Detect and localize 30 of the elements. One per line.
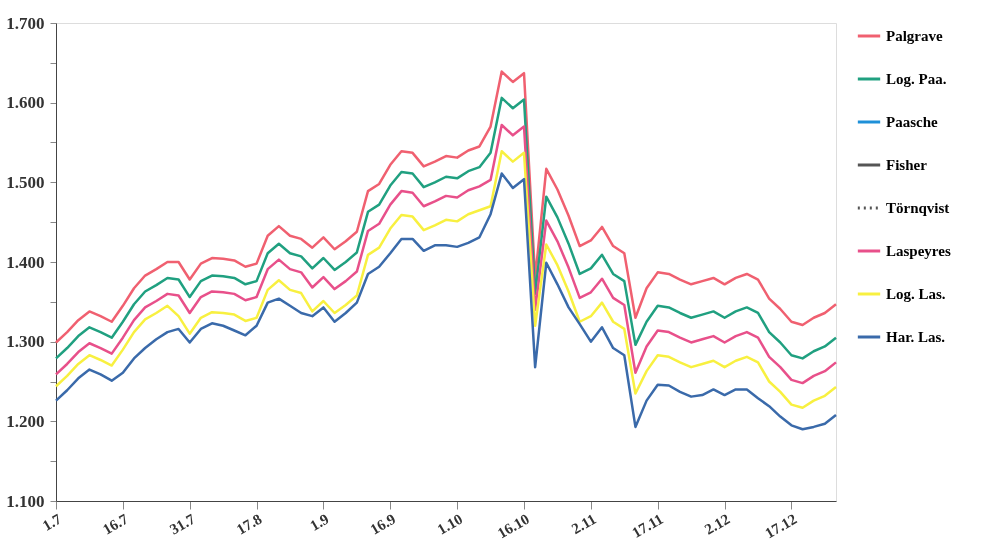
y-tick-label: 1.600	[6, 93, 45, 113]
x-tick-label: 1.7	[39, 510, 65, 534]
line-series	[54, 123, 838, 385]
legend-label: Palgrave	[886, 28, 943, 44]
x-tick-label: 1.9	[307, 510, 332, 534]
x-tick-label: 17.12	[762, 510, 800, 542]
legend-label: Paasche	[886, 114, 938, 130]
legend-label: Log. Paa.	[886, 71, 947, 87]
x-tick-label: 16.10	[494, 510, 532, 542]
x-tick-label: 16.9	[367, 510, 399, 538]
legend-label: Log. Las.	[886, 286, 946, 302]
y-tick-label: 1.400	[6, 252, 45, 272]
y-tick-label: 1.200	[6, 411, 45, 431]
x-tick-label: 2.12	[701, 510, 733, 538]
x-tick-label: 1.10	[434, 510, 466, 538]
line-series	[54, 150, 838, 410]
x-tick-label: 2.11	[568, 510, 599, 538]
legend-label: Har. Las.	[886, 329, 946, 345]
y-tick-label: 1.300	[6, 332, 45, 352]
x-tick-label: 16.7	[100, 510, 132, 538]
legend-label: Fisher	[886, 157, 928, 173]
y-tick-label: 1.100	[6, 491, 45, 511]
x-tick-label: 17.8	[233, 510, 265, 538]
line-series	[54, 172, 838, 431]
legend-label: Laspeyres	[886, 243, 951, 259]
y-tick-label: 1.700	[6, 13, 45, 33]
legend-label: Törnqvist	[886, 200, 950, 216]
y-tick-label: 1.500	[6, 172, 45, 192]
x-tick-label: 17.11	[629, 510, 666, 541]
x-tick-label: 31.7	[166, 510, 199, 538]
